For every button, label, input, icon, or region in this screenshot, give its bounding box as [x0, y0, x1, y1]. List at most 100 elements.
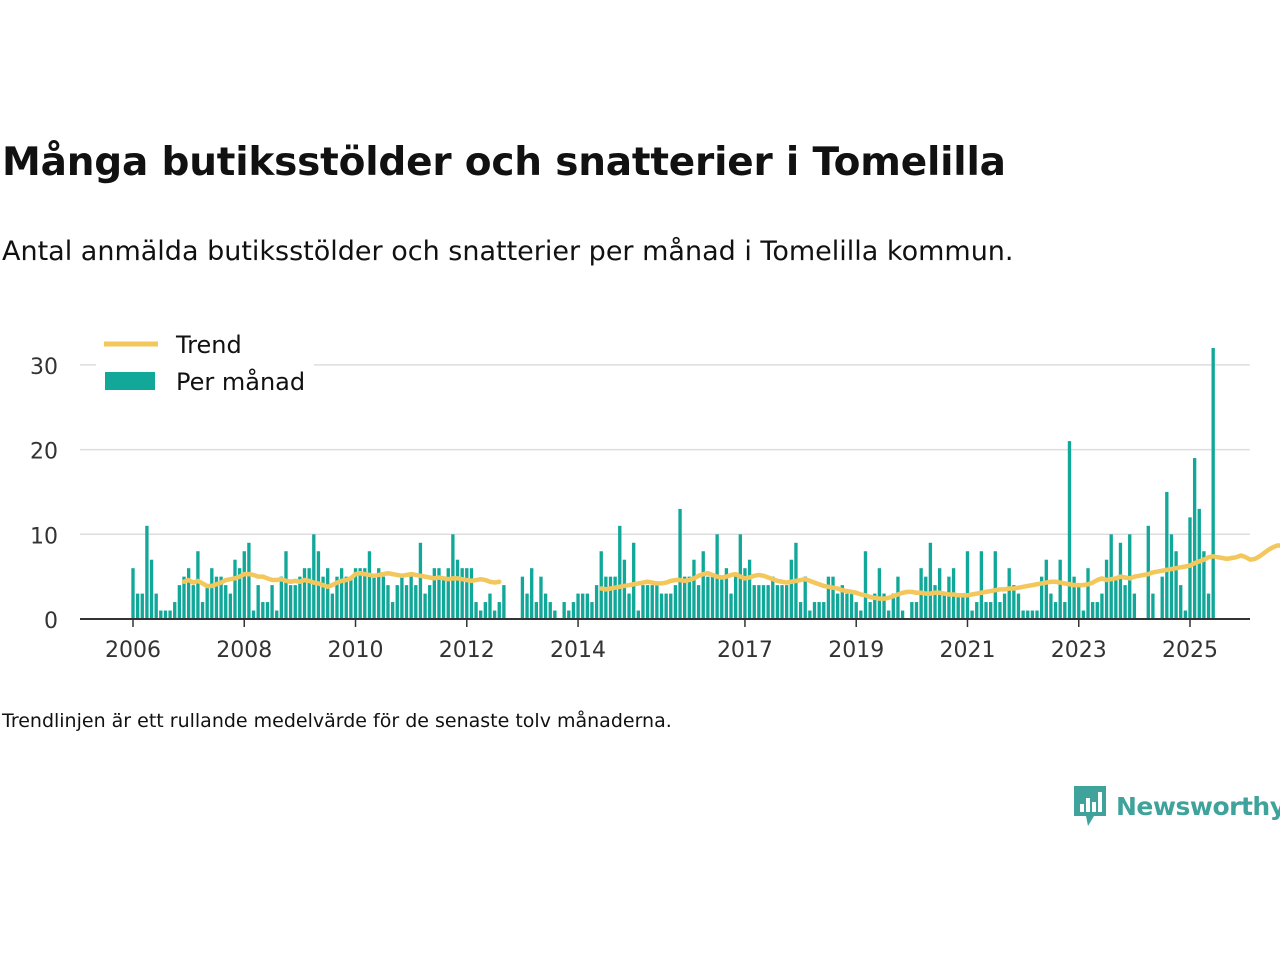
- bar: [673, 585, 678, 619]
- bar: [302, 568, 307, 619]
- bar: [1100, 593, 1104, 619]
- bar: [474, 602, 478, 619]
- bar: [669, 593, 673, 619]
- bar: [859, 610, 863, 619]
- bar: [812, 602, 817, 619]
- bar: [432, 568, 437, 619]
- bar: [335, 576, 339, 619]
- bar: [785, 585, 789, 619]
- bar: [645, 585, 650, 619]
- bar: [293, 585, 297, 619]
- bar: [349, 576, 353, 619]
- bar: [590, 602, 594, 619]
- bar: [720, 576, 724, 619]
- bar: [539, 576, 543, 619]
- bar: [553, 610, 557, 619]
- bar: [798, 602, 803, 619]
- chart-title: Många butiksstölder och snatterier i Tom…: [2, 140, 1006, 185]
- y-tick-label: 10: [30, 524, 58, 549]
- bar: [659, 593, 664, 619]
- bar: [1132, 593, 1137, 619]
- bar: [1183, 610, 1188, 619]
- bar: [650, 585, 654, 619]
- bar: [159, 610, 163, 619]
- bar: [724, 568, 729, 619]
- bar: [284, 551, 288, 619]
- bar: [877, 568, 882, 619]
- bar: [910, 602, 914, 619]
- bar: [400, 576, 404, 619]
- bar: [1090, 602, 1095, 619]
- bar: [854, 602, 858, 619]
- bar: [655, 585, 659, 619]
- bar: [321, 576, 325, 619]
- bar: [168, 610, 172, 619]
- bar: [1039, 576, 1044, 619]
- bar: [1063, 602, 1067, 619]
- bar: [1188, 517, 1192, 619]
- bar: [896, 576, 900, 619]
- bar: [873, 593, 877, 619]
- bar: [618, 525, 622, 619]
- bar: [632, 542, 636, 619]
- bar: [312, 534, 316, 619]
- bar: [237, 568, 242, 619]
- bar: [1077, 585, 1081, 619]
- bar: [525, 593, 529, 619]
- bar: [247, 542, 251, 619]
- bar: [1174, 551, 1178, 619]
- bar: [1016, 593, 1021, 619]
- bar: [567, 610, 571, 619]
- bar: [372, 576, 376, 619]
- bar: [261, 602, 265, 619]
- bar: [761, 585, 766, 619]
- bar: [423, 593, 427, 619]
- x-tick-label: 2008: [216, 638, 272, 663]
- bar: [766, 585, 770, 619]
- bar: [358, 568, 362, 619]
- bar: [1104, 559, 1109, 619]
- bar: [1012, 585, 1016, 619]
- bar: [1081, 610, 1086, 619]
- bar: [891, 593, 895, 619]
- bar: [613, 576, 617, 619]
- bar: [836, 593, 840, 619]
- bar: [386, 585, 390, 619]
- bar: [543, 593, 548, 619]
- bar: [678, 508, 682, 619]
- bar: [975, 602, 979, 619]
- bar: [1109, 534, 1113, 619]
- chart-subtitle: Antal anmälda butiksstölder och snatteri…: [2, 236, 1014, 267]
- bar: [1067, 441, 1072, 619]
- x-tick-label: 2010: [328, 638, 384, 663]
- bar: [803, 576, 807, 619]
- bar: [469, 568, 474, 619]
- bar: [1114, 576, 1118, 619]
- bar: [1192, 458, 1197, 619]
- bar: [409, 576, 413, 619]
- bar: [381, 576, 386, 619]
- bar: [636, 610, 640, 619]
- bar: [548, 602, 552, 619]
- x-tick-label: 2006: [105, 638, 161, 663]
- footnote: Trendlinjen är ett rullande medelvärde f…: [2, 710, 672, 732]
- newsworthy-logo-icon: [1074, 786, 1106, 826]
- bar: [1095, 602, 1099, 619]
- bar: [924, 576, 928, 619]
- bar: [479, 610, 483, 619]
- bar: [775, 585, 780, 619]
- bar: [1007, 568, 1011, 619]
- trend-series: [181, 543, 1280, 601]
- bar: [1179, 585, 1183, 619]
- bar: [562, 602, 566, 619]
- x-tick-label: 2025: [1162, 638, 1218, 663]
- bar: [771, 576, 775, 619]
- bar: [214, 576, 219, 619]
- bar: [683, 576, 687, 619]
- bar: [743, 568, 747, 619]
- bar: [914, 602, 919, 619]
- bar: [437, 568, 441, 619]
- bar: [1072, 576, 1076, 619]
- bar: [135, 593, 140, 619]
- brand-name: Newsworthy: [1116, 791, 1280, 821]
